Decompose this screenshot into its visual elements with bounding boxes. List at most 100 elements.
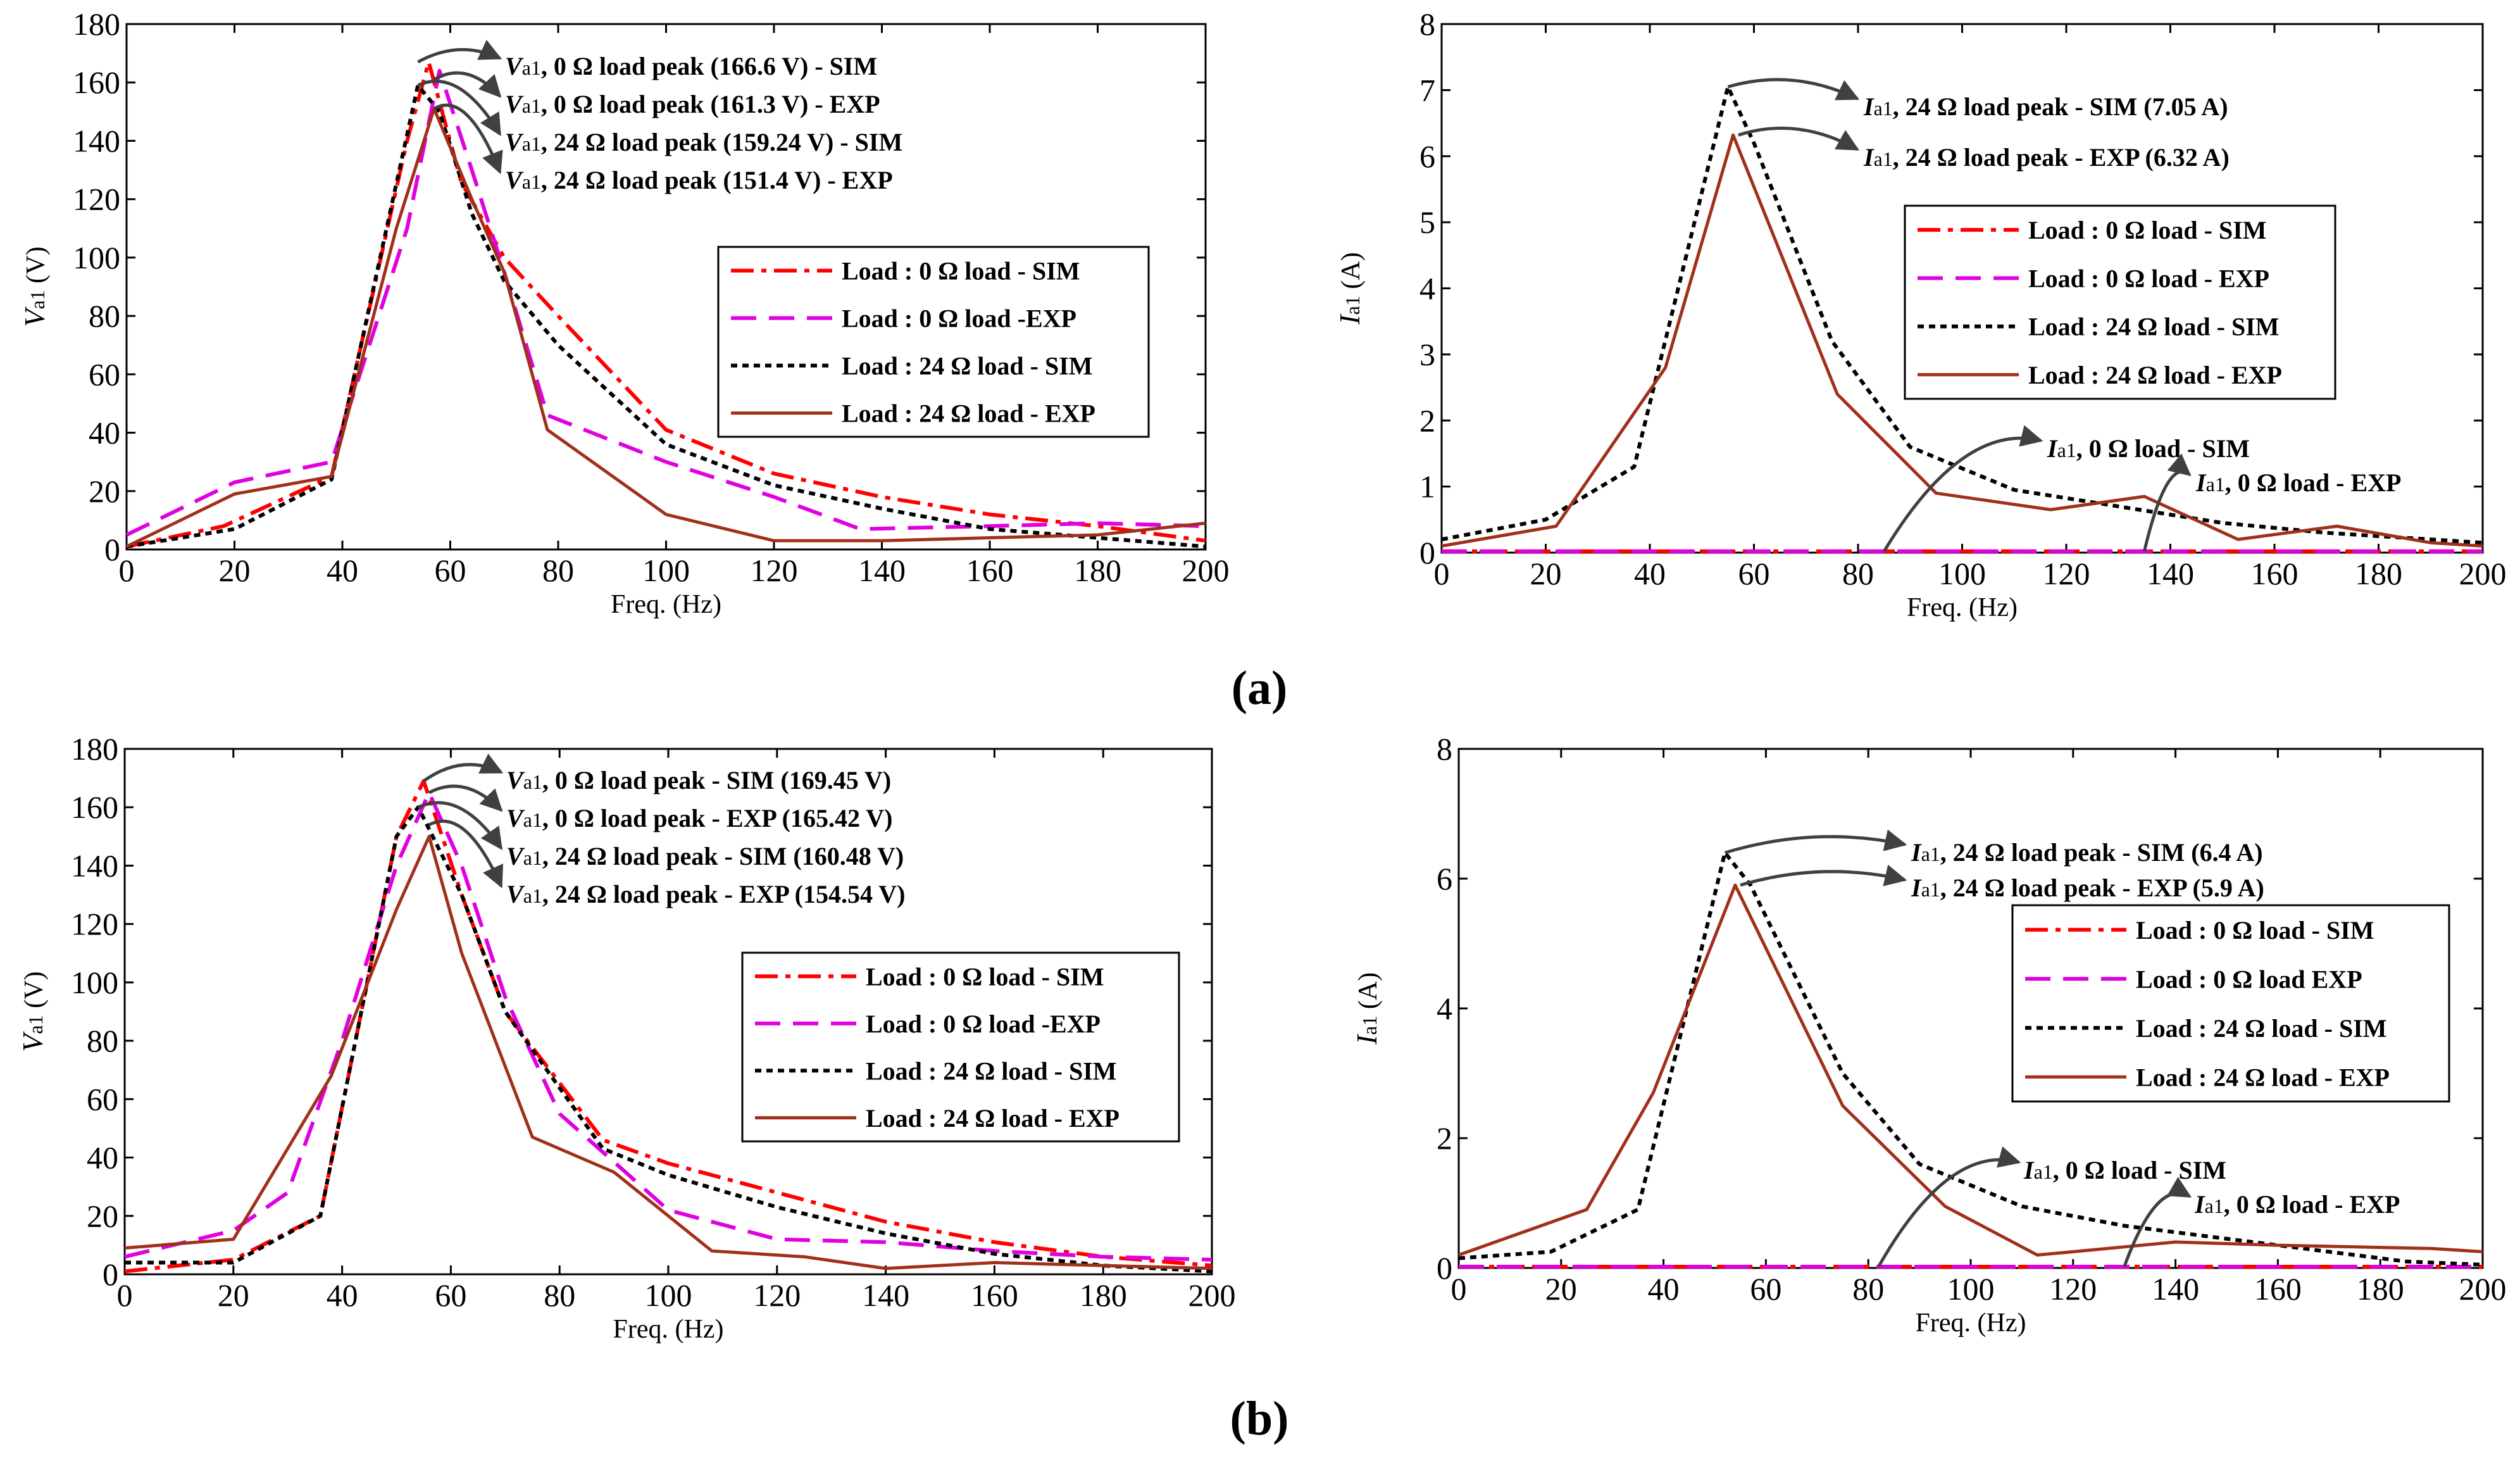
x-tick-label: 100: [645, 1277, 692, 1313]
x-tick-label: 200: [1182, 553, 1230, 588]
annotation-arrow: [433, 103, 503, 175]
panel-label-a: (a): [1232, 662, 1288, 715]
annotation-label: Ia1, 24 Ω load peak - SIM (6.4 A): [1911, 838, 2263, 867]
annotation-label: Ia1, 24 Ω load peak - EXP (5.9 A): [1911, 874, 2264, 902]
annotation-arrow: [2123, 1177, 2192, 1267]
x-tick-label: 40: [327, 553, 358, 588]
annotation-arrow: [417, 801, 503, 850]
y-tick-label: 6: [1437, 861, 1452, 896]
annotation-arrow: [1724, 829, 1907, 855]
annotation-arrow: [428, 819, 504, 889]
legend-box: [717, 246, 1150, 438]
x-tick-label: 100: [1947, 1271, 1995, 1307]
series-line-sim24: [1441, 85, 2483, 545]
legend-box: [741, 951, 1180, 1143]
x-tick-label: 40: [1648, 1271, 1680, 1307]
annotation-arrow: [422, 753, 504, 782]
x-tick-label: 120: [753, 1277, 801, 1313]
annotation-arrow: [428, 784, 503, 812]
y-tick-label: 60: [87, 1081, 118, 1117]
series-line-sim24: [1458, 851, 2483, 1267]
chart-b-voltage: 0 20 40 60 80 100 120 140 160 180 200 0 20 40 60 80 100 1…: [16, 731, 1236, 1344]
legend-label: Load : 24 Ω load - EXP: [842, 399, 1095, 428]
x-tick-label: 200: [2459, 1271, 2507, 1307]
y-tick-label: 0: [1437, 1250, 1452, 1286]
annotation-arrow: [1738, 127, 1860, 151]
x-tick-label: 80: [1852, 1271, 1884, 1307]
y-tick-label: 8: [1419, 6, 1435, 42]
x-tick-label: 140: [2147, 556, 2194, 591]
y-tick-label: 3: [1419, 337, 1435, 372]
x-tick-label: 40: [1634, 556, 1666, 591]
y-tick-label: 40: [89, 415, 120, 451]
annotation-label: Va1, 24 Ω load peak (151.4 V) - EXP: [505, 166, 893, 194]
y-tick-label: 1: [1419, 469, 1435, 505]
x-tick-label: 0: [1451, 1271, 1467, 1307]
series-line-exp24: [124, 834, 1213, 1270]
x-tick-label: 100: [642, 553, 690, 588]
y-tick-label: 60: [89, 356, 120, 392]
y-tick-label: 40: [87, 1140, 118, 1176]
legend-label: Load : 24 Ω load - EXP: [2028, 361, 2282, 389]
x-tick-label: 180: [1074, 553, 1121, 588]
series-line-exp24: [1441, 133, 2483, 548]
annotation-arrow: [1727, 78, 1860, 101]
x-tick-label: 60: [1750, 1271, 1781, 1307]
y-axis-label: Ia1 (A): [1333, 252, 1366, 325]
x-tick-label: 140: [858, 553, 906, 588]
annotation-arrow: [1740, 864, 1907, 887]
y-tick-label: 180: [73, 6, 120, 42]
annotation-label: Ia1, 0 Ω load - SIM: [2023, 1156, 2226, 1184]
annotation-arrow: [417, 79, 502, 136]
y-tick-label: 80: [89, 298, 120, 334]
annotation-label: Ia1, 0 Ω load - EXP: [2195, 468, 2402, 497]
y-tick-label: 0: [103, 1257, 118, 1292]
legend-label: Load : 24 Ω load - SIM: [2028, 313, 2280, 341]
legend-label: Load : 0 Ω load - SIM: [2028, 216, 2267, 244]
x-tick-label: 160: [971, 1277, 1018, 1313]
y-tick-label: 120: [73, 182, 120, 217]
legend-label: Load : 24 Ω load - EXP: [866, 1104, 1120, 1132]
x-axis-label: Freq. (Hz): [1916, 1308, 2026, 1338]
legend-label: Load : 0 Ω load -EXP: [866, 1010, 1101, 1038]
x-axis-label: Freq. (Hz): [611, 590, 721, 619]
x-tick-label: 200: [1188, 1277, 1236, 1313]
y-tick-label: 20: [89, 474, 120, 509]
x-tick-label: 20: [219, 553, 251, 588]
y-tick-label: 20: [87, 1198, 118, 1234]
x-tick-label: 120: [2049, 1271, 2097, 1307]
legend-label: Load : 24 Ω load - SIM: [866, 1057, 1117, 1085]
x-tick-label: 0: [117, 1277, 133, 1313]
y-tick-label: 7: [1419, 72, 1435, 108]
y-tick-label: 80: [87, 1023, 118, 1058]
annotation-label: Ia1, 0 Ω load - EXP: [2194, 1190, 2400, 1219]
y-tick-label: 100: [71, 965, 118, 1000]
annotation-label: Va1, 24 Ω load peak - SIM (160.48 V): [506, 842, 904, 870]
x-tick-label: 80: [1842, 556, 1874, 591]
legend-label: Load : 0 Ω load EXP: [2136, 965, 2362, 993]
x-tick-label: 140: [2152, 1271, 2199, 1307]
annotation-label: Va1, 24 Ω load peak (159.24 V) - SIM: [505, 128, 902, 156]
x-tick-label: 0: [1434, 556, 1450, 591]
y-tick-label: 120: [71, 907, 118, 942]
legend-label: Load : 24 Ω load - SIM: [842, 352, 1093, 380]
x-tick-label: 60: [435, 1277, 466, 1313]
chart-a-current: 0 20 40 60 80 100 120 140 160 180 200 0 1 2 3 4 5 6 7 8 Freq…: [1333, 6, 2507, 622]
series-line-sim0: [124, 779, 1213, 1274]
x-tick-label: 20: [1545, 1271, 1577, 1307]
x-tick-label: 160: [966, 553, 1014, 588]
legend-label: Load : 24 Ω load - EXP: [2136, 1063, 2390, 1091]
y-tick-label: 5: [1419, 204, 1435, 240]
y-tick-label: 140: [73, 123, 120, 158]
y-tick-label: 4: [1437, 991, 1452, 1026]
legend-label: Load : 0 Ω load - SIM: [2136, 916, 2374, 944]
annotation-label: Va1, 0 Ω load peak - SIM (169.45 V): [506, 766, 891, 794]
legend-label: Load : 0 Ω load - EXP: [2028, 264, 2269, 292]
legend-label: Load : 0 Ω load - SIM: [866, 962, 1104, 991]
annotation-arrow: [1877, 1146, 2021, 1268]
x-tick-label: 180: [1080, 1277, 1127, 1313]
annotation-arrow: [433, 71, 502, 98]
annotation-arrow: [1882, 425, 2043, 553]
annotation-label: Va1, 0 Ω load peak (166.6 V) - SIM: [505, 52, 877, 80]
x-tick-label: 180: [2355, 556, 2402, 591]
